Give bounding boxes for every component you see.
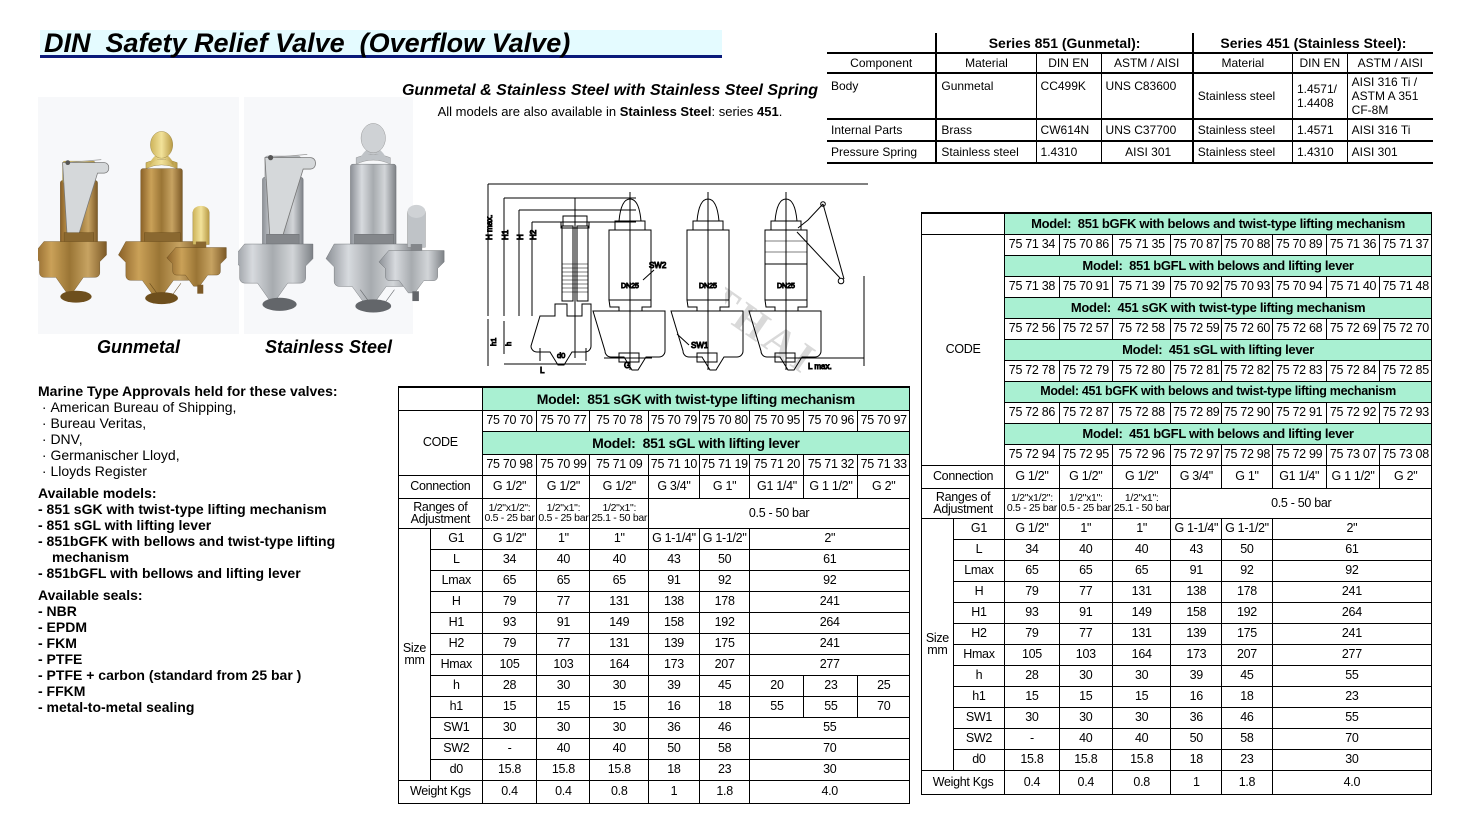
svg-text:DN25: DN25	[777, 283, 795, 290]
svg-text:H1: H1	[501, 229, 510, 240]
svg-text:L: L	[540, 366, 545, 375]
svg-text:H: H	[516, 234, 525, 240]
svg-text:h1: h1	[489, 338, 498, 346]
svg-text:H max.: H max.	[485, 215, 494, 240]
svg-text:H2: H2	[529, 229, 538, 240]
svg-text:G: G	[624, 361, 630, 370]
svg-text:DN25: DN25	[699, 283, 717, 290]
svg-text:SW2: SW2	[649, 261, 667, 270]
svg-text:L max.: L max.	[808, 362, 832, 371]
svg-text:d0: d0	[557, 351, 565, 360]
svg-text:SW1: SW1	[691, 341, 709, 350]
svg-text:DN25: DN25	[621, 283, 639, 290]
svg-text:h: h	[504, 342, 513, 346]
